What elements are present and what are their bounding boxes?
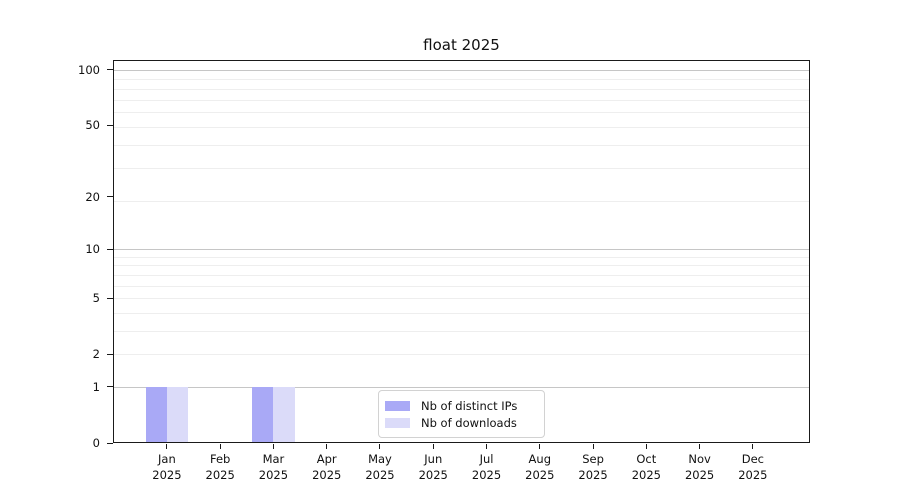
gridline bbox=[114, 298, 809, 300]
x-tick-month: Feb bbox=[209, 452, 231, 466]
legend-label: Nb of distinct IPs bbox=[421, 398, 518, 413]
x-tick-label: Jan 2025 bbox=[135, 452, 199, 483]
gridline bbox=[114, 79, 809, 81]
x-tick-label: Jul 2025 bbox=[455, 452, 519, 483]
gridline bbox=[114, 168, 809, 170]
gridline bbox=[114, 274, 809, 276]
x-tick-label: Apr 2025 bbox=[295, 452, 359, 483]
y-tick-label: 100 bbox=[78, 62, 100, 77]
x-tick-year: 2025 bbox=[578, 467, 608, 482]
x-tick-label: Oct 2025 bbox=[614, 452, 678, 483]
bar-distinct-ips bbox=[145, 386, 167, 442]
gridline bbox=[114, 354, 809, 356]
bar-downloads bbox=[166, 386, 189, 442]
x-tick-month: Sep bbox=[582, 452, 604, 466]
legend: Nb of distinct IPs Nb of downloads bbox=[378, 390, 545, 438]
gridline bbox=[114, 386, 809, 388]
y-tick-label: 5 bbox=[92, 291, 100, 306]
x-tick-month: Jan bbox=[158, 452, 176, 466]
gridline bbox=[114, 88, 809, 90]
x-tick-month: Nov bbox=[688, 452, 711, 466]
bar-downloads bbox=[273, 386, 295, 442]
gridline bbox=[114, 330, 809, 332]
legend-label: Nb of downloads bbox=[421, 415, 517, 430]
x-tick-year: 2025 bbox=[684, 467, 715, 482]
x-tick bbox=[272, 444, 274, 449]
x-tick-year: 2025 bbox=[525, 467, 555, 482]
x-tick-month: Oct bbox=[636, 452, 657, 466]
legend-row: Nb of downloads bbox=[385, 414, 536, 431]
x-tick-year: 2025 bbox=[365, 467, 395, 482]
x-tick-year: 2025 bbox=[312, 467, 342, 482]
x-tick bbox=[326, 444, 328, 449]
x-tick-year: 2025 bbox=[418, 467, 448, 482]
y-tick bbox=[107, 353, 113, 355]
x-tick-year: 2025 bbox=[471, 467, 502, 482]
y-tick bbox=[107, 196, 113, 198]
x-tick-year: 2025 bbox=[205, 467, 235, 482]
x-tick-label: May 2025 bbox=[348, 452, 412, 483]
x-tick bbox=[592, 444, 594, 449]
y-tick bbox=[107, 248, 113, 250]
x-tick-label: Aug 2025 bbox=[508, 452, 572, 483]
y-tick-label: 10 bbox=[85, 242, 100, 257]
x-tick-label: Nov 2025 bbox=[668, 452, 732, 483]
x-tick-label: Dec 2025 bbox=[721, 452, 785, 483]
gridline bbox=[114, 285, 809, 287]
chart-title: float 2025 bbox=[423, 36, 500, 54]
x-tick-month: Apr bbox=[316, 452, 337, 466]
x-tick-label: Mar 2025 bbox=[241, 452, 305, 483]
x-tick bbox=[752, 444, 754, 449]
x-tick bbox=[645, 444, 647, 449]
legend-swatch-downloads bbox=[385, 417, 410, 428]
x-tick-label: Feb 2025 bbox=[188, 452, 252, 483]
gridline bbox=[114, 126, 809, 128]
gridline bbox=[114, 69, 809, 71]
x-tick-month: Jul bbox=[479, 452, 494, 466]
x-tick-month: Jun bbox=[424, 452, 443, 466]
x-tick-month: May bbox=[368, 452, 392, 466]
gridline bbox=[114, 144, 809, 146]
x-tick-year: 2025 bbox=[152, 467, 182, 482]
gridline bbox=[114, 99, 809, 101]
x-tick bbox=[432, 444, 434, 449]
y-tick bbox=[107, 69, 113, 71]
x-tick-year: 2025 bbox=[258, 467, 289, 482]
gridline bbox=[114, 312, 809, 314]
gridline bbox=[114, 249, 809, 251]
y-tick-label: 2 bbox=[92, 347, 100, 362]
x-tick-label: Jun 2025 bbox=[401, 452, 465, 483]
x-tick bbox=[486, 444, 488, 449]
gridline bbox=[114, 265, 809, 267]
y-tick-label: 50 bbox=[85, 118, 100, 133]
x-tick-month: Mar bbox=[262, 452, 285, 466]
gridline bbox=[114, 256, 809, 258]
y-tick-label: 20 bbox=[85, 189, 100, 204]
x-tick-month: Dec bbox=[741, 452, 764, 466]
gridline bbox=[114, 112, 809, 114]
x-tick-month: Aug bbox=[528, 452, 552, 466]
x-tick bbox=[166, 444, 168, 449]
x-tick bbox=[699, 444, 701, 449]
legend-row: Nb of distinct IPs bbox=[385, 397, 536, 414]
x-tick-year: 2025 bbox=[738, 467, 768, 482]
x-tick-label: Sep 2025 bbox=[561, 452, 625, 483]
x-tick bbox=[219, 444, 221, 449]
y-tick-label: 1 bbox=[92, 379, 100, 394]
plot-area bbox=[113, 60, 810, 443]
gridline bbox=[114, 200, 809, 202]
legend-swatch-distinct-ips bbox=[385, 400, 410, 411]
y-tick bbox=[107, 124, 113, 126]
bar-distinct-ips bbox=[252, 386, 274, 442]
y-tick bbox=[107, 386, 113, 388]
y-tick bbox=[107, 442, 113, 444]
y-tick-label: 0 bbox=[92, 436, 100, 450]
y-tick bbox=[107, 297, 113, 299]
x-tick-year: 2025 bbox=[631, 467, 661, 482]
x-tick bbox=[539, 444, 541, 449]
x-tick bbox=[379, 444, 381, 449]
